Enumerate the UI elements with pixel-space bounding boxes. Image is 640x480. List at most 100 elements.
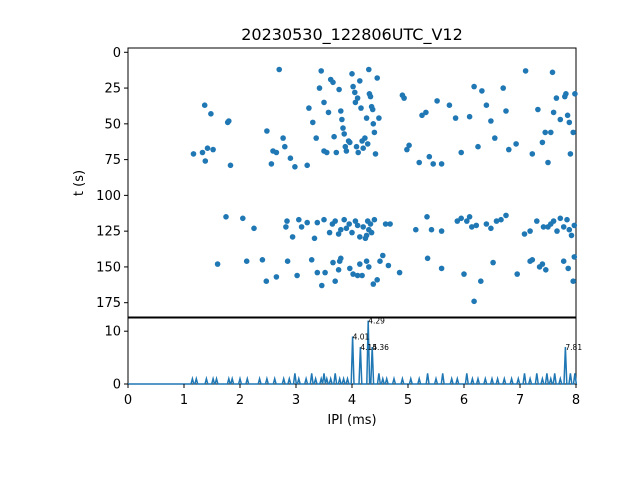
raster-point [349,71,355,77]
raster-point [377,258,383,265]
raster-y-axis-label: t (s) [72,170,87,196]
raster-point [466,113,473,120]
raster-point [438,228,445,234]
raster-point [434,98,440,104]
raster-point [226,118,232,124]
raster-point [190,151,197,157]
ipi-x-tick-label: 1 [180,393,188,408]
raster-point [564,112,571,119]
raster-point [298,224,305,230]
raster-point [488,118,494,124]
raster-point [346,221,353,227]
raster-point [367,221,374,227]
raster-point [542,129,548,136]
raster-point [514,271,520,277]
raster-point [566,226,573,233]
raster-point [359,272,365,279]
raster-point [374,75,381,81]
raster-point [354,222,361,229]
raster-point [498,216,504,223]
raster-point [347,265,353,272]
raster-point [357,78,363,84]
raster-point [304,162,311,169]
ipi-x-tick-label: 6 [460,393,468,408]
raster-point [550,109,557,116]
raster-point [284,258,291,265]
raster-point [338,255,344,262]
raster-point [240,215,246,222]
raster-point [539,261,546,267]
raster-point [503,108,509,114]
ipi-y-ticks: 0 10 [104,325,128,393]
raster-point [332,218,339,224]
raster-point [423,109,429,116]
raster-point [321,99,327,106]
raster-point [289,234,296,240]
raster-point [243,258,250,265]
raster-point [374,277,381,283]
ipi-y-tick-label: 0 [113,378,121,393]
raster-point [332,278,339,285]
raster-y-tick-label: 100 [96,189,121,204]
raster-point [548,129,554,136]
raster-point [493,218,500,224]
raster-point [364,141,371,147]
ipi-x-tick-label: 3 [292,393,300,408]
raster-point [330,259,336,266]
raster-point [572,91,578,97]
raster-point [340,125,346,131]
raster-point [471,298,477,305]
raster-point [369,106,376,113]
raster-point [371,129,378,136]
raster-point [347,139,353,146]
raster-point [325,109,332,116]
raster-point [549,69,556,76]
raster-point [553,95,560,101]
raster-point [413,226,419,233]
ipi-x-tick-label: 4 [348,393,356,408]
raster-point [313,135,320,141]
raster-point [458,215,465,222]
raster-point [360,224,367,230]
raster-point [210,146,216,153]
raster-y-tick-label: 0 [113,46,121,61]
raster-point [424,214,430,220]
raster-point [419,112,425,119]
raster-point [330,79,336,86]
raster-plot: 0 25 50 75 100 125 150 175 t (s) [72,46,578,318]
raster-point [343,225,350,232]
raster-point [341,131,348,137]
raster-point [343,148,350,154]
raster-point [350,271,356,277]
raster-point [227,162,234,169]
ipi-x-tick-label: 8 [572,393,580,408]
raster-point [214,261,221,267]
raster-point [461,271,467,277]
ipi-peak-labels: 4.014.15 4.29 4.36 7.81 [353,317,583,352]
raster-point [535,106,541,113]
raster-point [571,254,578,260]
ipi-peak-label: 4.15 [360,343,377,352]
raster-point [335,267,342,273]
raster-point [306,105,312,111]
raster-y-tick-label: 75 [104,153,121,168]
raster-point [483,221,490,227]
raster-point [570,278,576,285]
raster-point [534,218,540,224]
raster-point [310,119,316,126]
raster-point [563,91,569,97]
raster-point [513,141,519,147]
raster-point [358,105,364,111]
raster-point [560,258,567,265]
raster-y-ticks: 0 25 50 75 100 125 150 175 [96,46,128,311]
raster-point [350,83,356,90]
chart-title: 20230530_122806UTC_V12 [241,25,463,45]
raster-point [428,226,435,233]
raster-point [385,262,392,269]
raster-point [338,226,344,233]
raster-point [479,88,485,94]
raster-point [363,258,370,265]
raster-point [567,151,574,157]
raster-point [349,229,355,236]
